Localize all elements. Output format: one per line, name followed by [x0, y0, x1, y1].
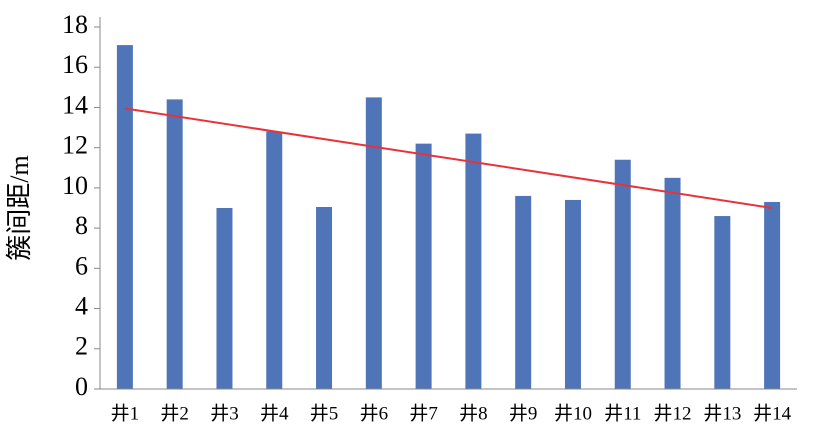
bar [166, 99, 183, 390]
bar [116, 45, 133, 389]
y-tick-label: 10 [62, 171, 88, 200]
y-tick-label: 12 [62, 131, 88, 160]
bar [614, 159, 631, 389]
x-tick-label: 井11 [604, 402, 641, 424]
y-axis-label: 簇间距/m [5, 155, 34, 260]
x-tick-label: 井6 [360, 402, 389, 424]
bar [515, 195, 532, 389]
bar [764, 201, 781, 389]
bar [266, 131, 283, 390]
x-tick-label: 井7 [409, 402, 438, 424]
x-tick-label: 井9 [509, 402, 538, 424]
bar [415, 143, 432, 389]
trend-line [124, 107, 773, 209]
x-tick-label: 井5 [310, 402, 339, 424]
bar [714, 216, 731, 389]
x-tick-label: 井13 [703, 402, 741, 424]
y-tick-label: 0 [75, 372, 88, 401]
bar [316, 206, 333, 389]
bar [216, 208, 233, 389]
bar [664, 177, 681, 389]
y-tick-label: 16 [62, 50, 88, 79]
y-tick-label: 8 [75, 211, 88, 240]
y-tick-label: 4 [75, 292, 88, 321]
x-tick-label: 井10 [554, 402, 592, 424]
x-tick-label: 井8 [459, 402, 488, 424]
x-tick-label: 井14 [753, 402, 792, 424]
x-tick-label: 井2 [160, 402, 189, 424]
y-tick-label: 2 [75, 332, 88, 361]
x-tick-label: 井3 [210, 402, 239, 424]
bar [365, 97, 382, 389]
y-tick-label: 14 [62, 90, 88, 119]
bar [465, 133, 482, 389]
x-tick-label: 井1 [111, 402, 140, 424]
x-tick-label: 井12 [654, 402, 692, 424]
bar [564, 199, 581, 389]
y-tick-label: 18 [62, 10, 88, 39]
x-tick-label: 井4 [260, 402, 289, 424]
y-tick-label: 6 [75, 251, 88, 280]
